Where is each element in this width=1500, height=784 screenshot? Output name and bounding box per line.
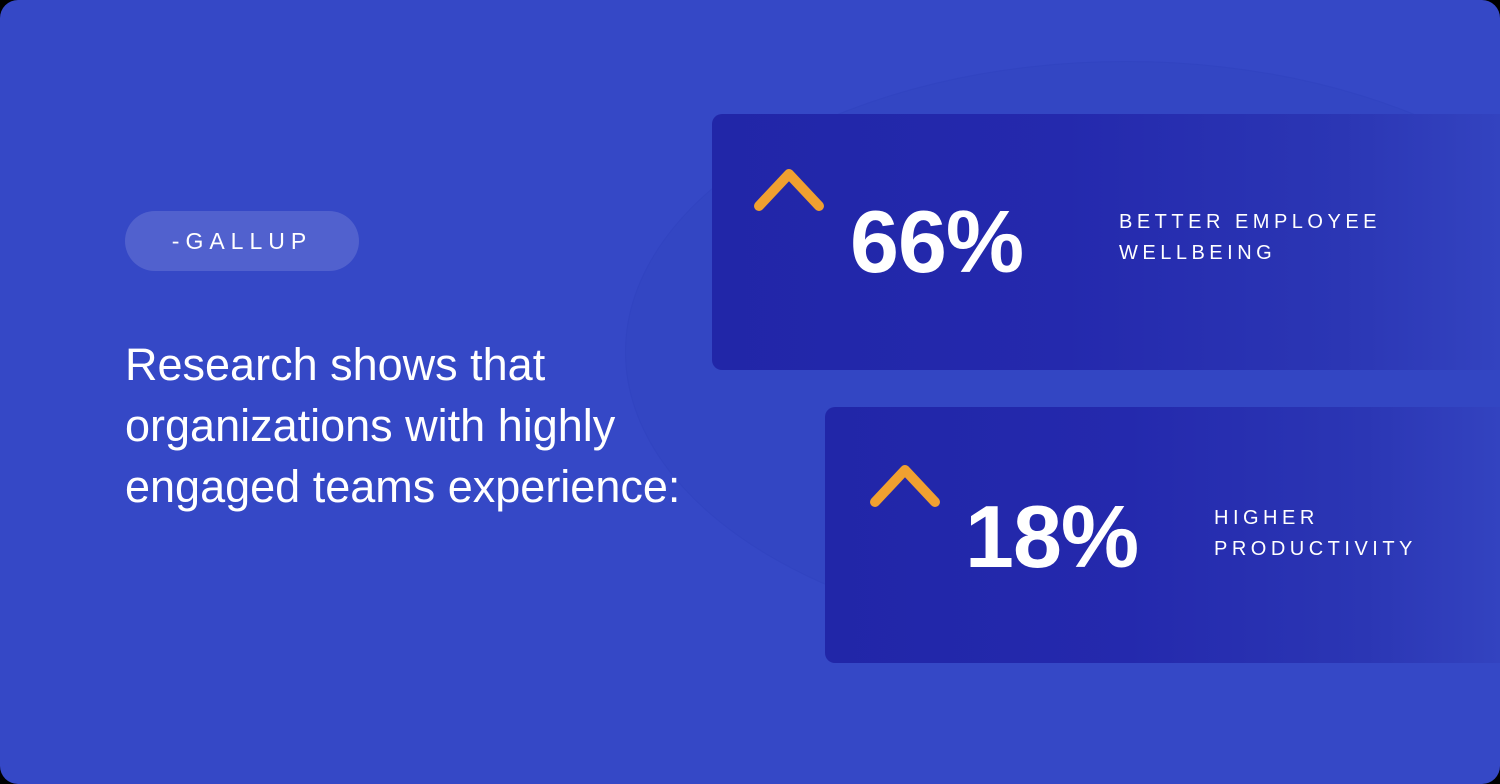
source-label: -GALLUP: [171, 227, 313, 254]
headline: Research shows that organizations with h…: [125, 339, 681, 512]
stat-label: HIGHER PRODUCTIVITY: [1214, 503, 1417, 565]
stat-label-line: WELLBEING: [1119, 242, 1277, 264]
stat-label-line: HIGHER: [1214, 507, 1319, 529]
stat-value: 18%: [965, 487, 1139, 586]
arrow-up-icon: [754, 169, 824, 296]
source-badge: -GALLUP: [125, 211, 359, 271]
stat-label-line: BETTER EMPLOYEE: [1119, 211, 1381, 233]
stat-card-productivity: 18% HIGHER PRODUCTIVITY: [825, 407, 1500, 663]
stat-value: 66%: [850, 192, 1024, 291]
arrow-up-icon: [870, 465, 940, 592]
stat-label-line: PRODUCTIVITY: [1214, 538, 1417, 560]
stat-card-wellbeing: 66% BETTER EMPLOYEE WELLBEING: [712, 114, 1500, 370]
stat-label: BETTER EMPLOYEE WELLBEING: [1119, 207, 1381, 269]
